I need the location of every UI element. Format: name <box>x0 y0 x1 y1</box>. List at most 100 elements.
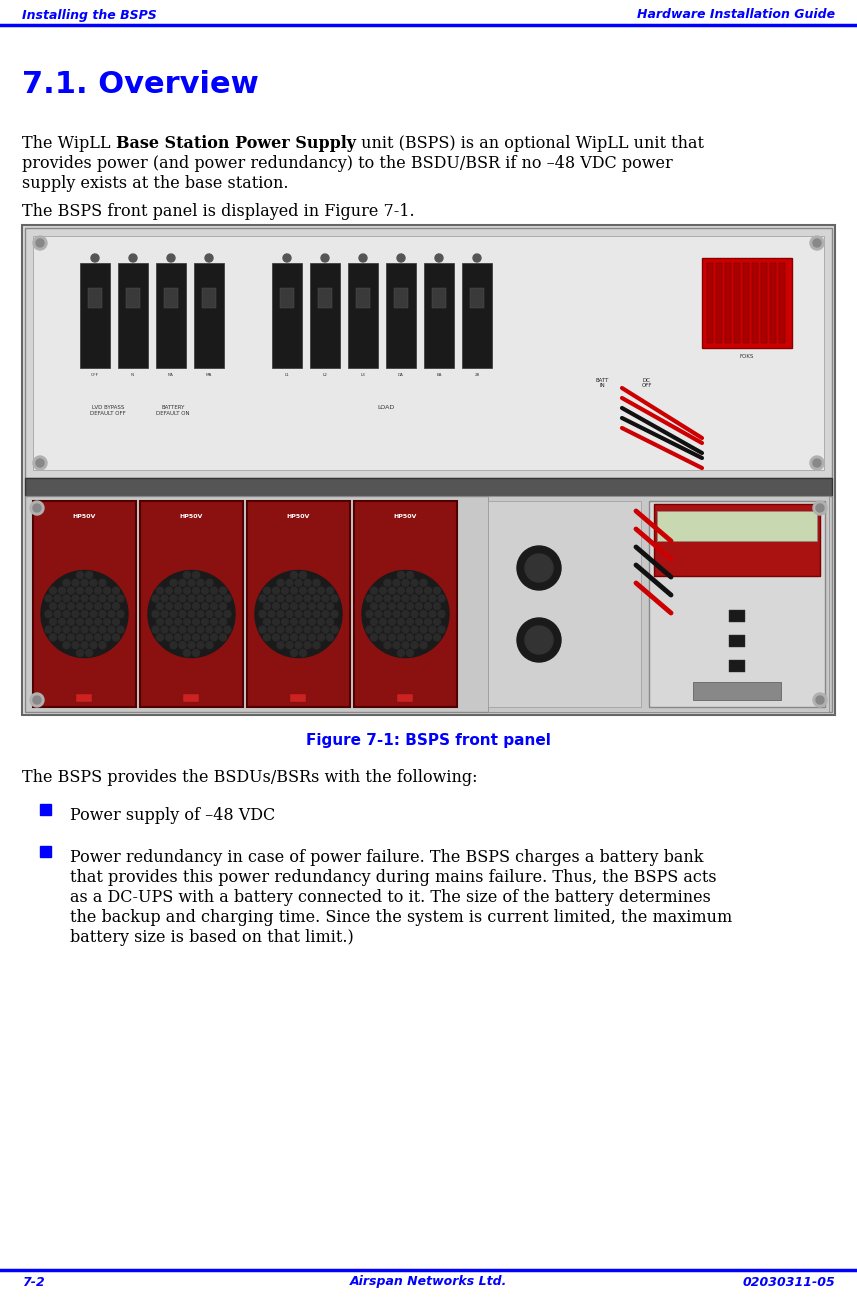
Circle shape <box>411 627 418 633</box>
Text: provides power (and power redundancy) to the BSDU/BSR if no –48 VDC power: provides power (and power redundancy) to… <box>22 155 673 172</box>
Circle shape <box>81 611 88 618</box>
Circle shape <box>91 254 99 263</box>
Circle shape <box>148 571 235 658</box>
Circle shape <box>398 588 405 594</box>
Circle shape <box>438 595 445 602</box>
Bar <box>770 263 776 343</box>
Circle shape <box>165 619 172 625</box>
Circle shape <box>309 603 315 610</box>
Circle shape <box>224 627 231 633</box>
Circle shape <box>398 619 405 625</box>
Circle shape <box>411 580 418 586</box>
Circle shape <box>183 650 190 656</box>
Text: Airspan Networks Ltd.: Airspan Networks Ltd. <box>350 1275 507 1288</box>
Circle shape <box>273 619 279 625</box>
Circle shape <box>277 627 284 633</box>
Circle shape <box>50 588 57 594</box>
Bar <box>25 497 832 712</box>
Text: OFF: OFF <box>91 373 99 377</box>
Circle shape <box>273 603 279 610</box>
Circle shape <box>816 504 824 512</box>
Circle shape <box>291 634 297 641</box>
Circle shape <box>94 619 101 625</box>
Circle shape <box>393 580 400 586</box>
Circle shape <box>406 572 413 578</box>
Circle shape <box>291 588 297 594</box>
Circle shape <box>429 627 436 633</box>
Circle shape <box>30 500 44 515</box>
Circle shape <box>277 595 284 602</box>
Circle shape <box>175 619 182 625</box>
Circle shape <box>322 627 329 633</box>
Circle shape <box>398 572 405 578</box>
Circle shape <box>33 696 41 705</box>
Circle shape <box>434 603 440 610</box>
Circle shape <box>331 627 338 633</box>
Circle shape <box>90 595 97 602</box>
Circle shape <box>299 634 307 641</box>
Circle shape <box>384 627 391 633</box>
Circle shape <box>179 627 186 633</box>
Circle shape <box>375 611 382 618</box>
Text: supply exists at the base station.: supply exists at the base station. <box>22 176 289 192</box>
Circle shape <box>170 611 177 618</box>
Circle shape <box>165 588 172 594</box>
Text: Base Station Power Supply: Base Station Power Supply <box>116 135 356 152</box>
Text: HP50V: HP50V <box>73 514 96 519</box>
Circle shape <box>299 572 307 578</box>
Text: The BSPS provides the BSDUs/BSRs with the following:: The BSPS provides the BSDUs/BSRs with th… <box>22 770 477 786</box>
Bar <box>761 263 767 343</box>
Circle shape <box>161 595 168 602</box>
Circle shape <box>76 603 83 610</box>
Circle shape <box>36 239 44 247</box>
Bar <box>348 263 378 368</box>
Bar <box>432 289 446 308</box>
Circle shape <box>76 634 83 641</box>
Circle shape <box>299 603 307 610</box>
Circle shape <box>359 254 367 263</box>
Circle shape <box>398 634 405 641</box>
Circle shape <box>63 595 70 602</box>
Circle shape <box>175 588 182 594</box>
Bar <box>752 263 758 343</box>
Circle shape <box>68 603 75 610</box>
Circle shape <box>416 588 423 594</box>
Circle shape <box>108 611 115 618</box>
Bar <box>470 289 484 308</box>
Circle shape <box>313 642 320 649</box>
Circle shape <box>197 580 204 586</box>
Circle shape <box>45 611 52 618</box>
Circle shape <box>375 595 382 602</box>
Circle shape <box>263 634 271 641</box>
Circle shape <box>201 619 208 625</box>
Text: Power redundancy in case of power failure. The BSPS charges a battery bank: Power redundancy in case of power failur… <box>70 849 704 866</box>
Circle shape <box>108 627 115 633</box>
Circle shape <box>201 603 208 610</box>
Circle shape <box>197 642 204 649</box>
Circle shape <box>322 595 329 602</box>
Bar <box>356 289 370 308</box>
Circle shape <box>388 588 395 594</box>
Circle shape <box>277 642 284 649</box>
Circle shape <box>281 634 289 641</box>
Circle shape <box>219 603 226 610</box>
Circle shape <box>219 588 226 594</box>
Bar <box>310 263 340 368</box>
Bar <box>716 263 722 343</box>
Circle shape <box>86 572 93 578</box>
Circle shape <box>268 627 275 633</box>
Circle shape <box>317 619 325 625</box>
Circle shape <box>104 603 111 610</box>
Bar <box>40 803 51 815</box>
Circle shape <box>201 588 208 594</box>
Bar <box>725 263 731 343</box>
Circle shape <box>68 619 75 625</box>
Text: as a DC-UPS with a battery connected to it. The size of the battery determines: as a DC-UPS with a battery connected to … <box>70 889 710 906</box>
Circle shape <box>188 627 195 633</box>
Circle shape <box>299 588 307 594</box>
Circle shape <box>157 588 164 594</box>
Bar <box>488 497 829 712</box>
Circle shape <box>81 580 88 586</box>
Circle shape <box>179 580 186 586</box>
Circle shape <box>86 650 93 656</box>
